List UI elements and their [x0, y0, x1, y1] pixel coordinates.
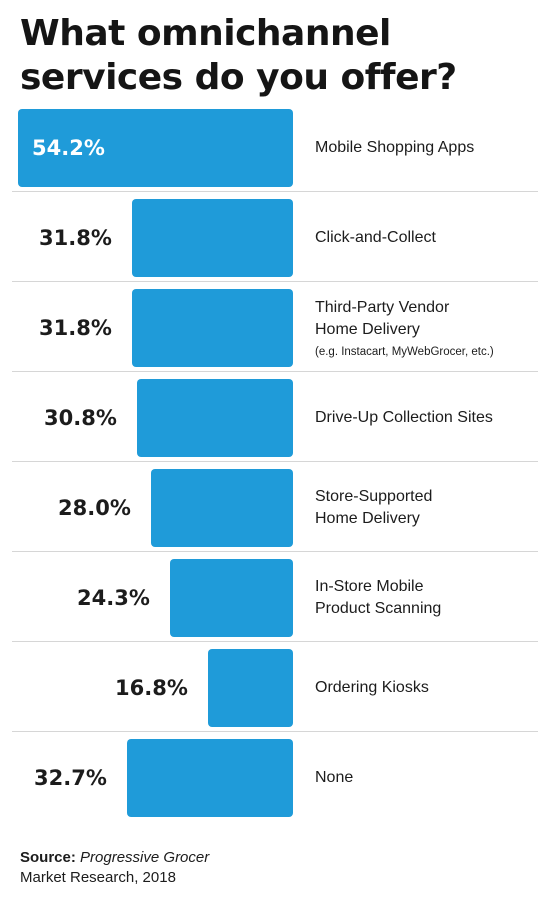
bar [132, 289, 293, 367]
category-label: Ordering Kiosks [315, 677, 540, 699]
row-divider [12, 641, 538, 642]
category-label-line: Ordering Kiosks [315, 679, 429, 696]
value-label: 24.3% [77, 586, 150, 610]
category-label: In-Store Mobile Product Scanning [315, 576, 540, 620]
bar [132, 199, 293, 277]
category-note: (e.g. Instacart, MyWebGrocer, etc.) [315, 345, 494, 358]
category-label-line: Mobile Shopping Apps [315, 139, 475, 156]
value-label: 28.0% [58, 496, 131, 520]
category-label: Drive-Up Collection Sites [315, 407, 540, 429]
chart-title-line-1: What omnichannel [20, 13, 391, 54]
value-label: 31.8% [39, 226, 112, 250]
category-label-line: Third-Party Vendor [315, 298, 450, 316]
category-label: None [315, 767, 540, 789]
bar [208, 649, 293, 727]
category-label: Store-Supported Home Delivery [315, 486, 540, 530]
category-label: Mobile Shopping Apps [315, 137, 540, 159]
category-label-line: Drive-Up Collection Sites [315, 409, 493, 426]
category-label-line: Home Delivery [315, 510, 420, 527]
row-divider [12, 551, 538, 552]
bar-chart: 54.2% Mobile Shopping Apps 31.8% Click-and-… [0, 105, 550, 835]
category-label: Click-and-Collect [315, 227, 540, 249]
category-label-line: Store-Supported [315, 488, 433, 505]
category-label-line: In-Store Mobile [315, 578, 424, 595]
row-divider [12, 371, 538, 372]
source-credit: Source: Progressive Grocer Market Resear… [20, 848, 209, 888]
category-label: Third-Party Vendor Home Delivery (e.g. Ins… [315, 297, 540, 360]
source-detail: Market Research, 2018 [20, 869, 176, 886]
value-label: 32.7% [34, 766, 107, 790]
source-prefix: Source: [20, 849, 76, 866]
value-label: 30.8% [44, 406, 117, 430]
bar [18, 109, 293, 187]
bar [170, 559, 293, 637]
value-label: 54.2% [32, 136, 105, 160]
bar [151, 469, 293, 547]
category-label-line: Click-and-Collect [315, 229, 436, 246]
category-label-line: Product Scanning [315, 600, 442, 617]
row-divider [12, 461, 538, 462]
category-label-line: Home Delivery [315, 320, 420, 338]
bar [127, 739, 293, 817]
value-label: 16.8% [115, 676, 188, 700]
category-label-line: None [315, 769, 354, 786]
bar [137, 379, 293, 457]
chart-title: What omnichannel services do you offer? [20, 12, 540, 100]
row-divider [12, 731, 538, 732]
value-label: 31.8% [39, 316, 112, 340]
source-publisher: Progressive Grocer [80, 849, 210, 866]
row-divider [12, 281, 538, 282]
row-divider [12, 191, 538, 192]
chart-title-line-2: services do you offer? [20, 57, 457, 98]
